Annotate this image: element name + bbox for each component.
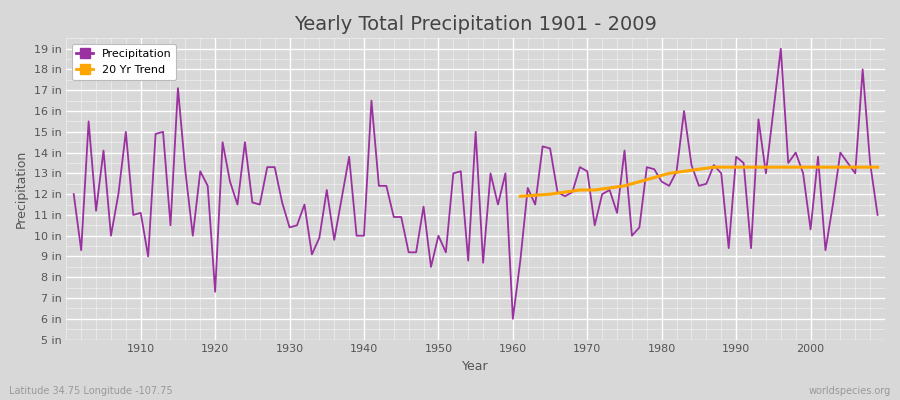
Legend: Precipitation, 20 Yr Trend: Precipitation, 20 Yr Trend bbox=[72, 44, 176, 80]
Text: worldspecies.org: worldspecies.org bbox=[809, 386, 891, 396]
Title: Yearly Total Precipitation 1901 - 2009: Yearly Total Precipitation 1901 - 2009 bbox=[294, 15, 657, 34]
Text: Latitude 34.75 Longitude -107.75: Latitude 34.75 Longitude -107.75 bbox=[9, 386, 173, 396]
X-axis label: Year: Year bbox=[463, 360, 489, 373]
Y-axis label: Precipitation: Precipitation bbox=[15, 150, 28, 228]
